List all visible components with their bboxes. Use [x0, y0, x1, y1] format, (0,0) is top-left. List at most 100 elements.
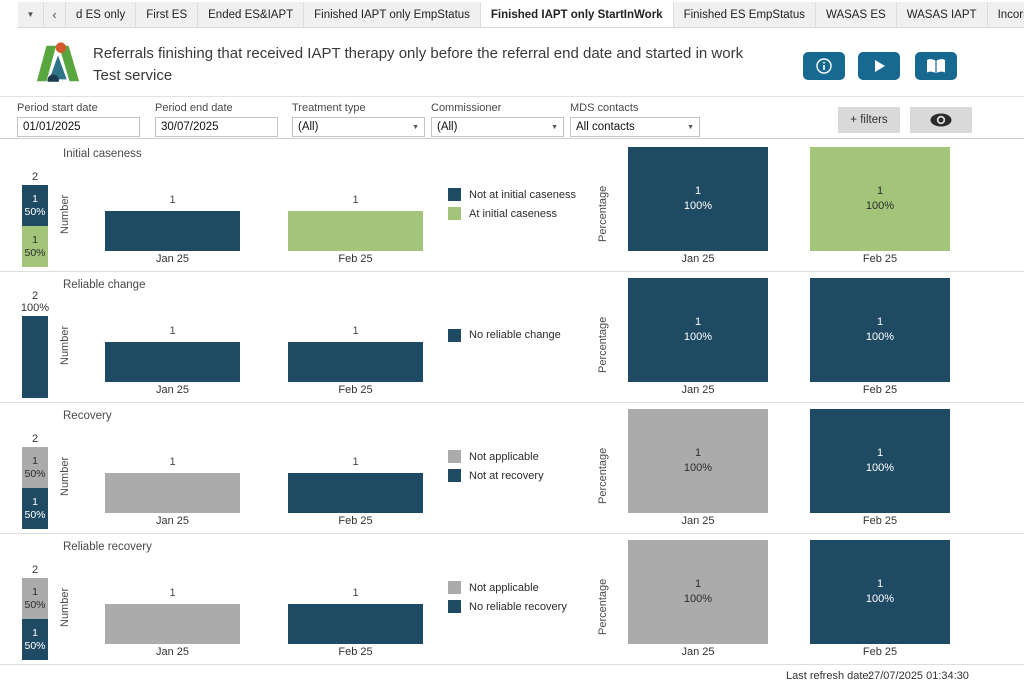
tab-item[interactable]: d ES only: [66, 2, 137, 27]
percentage-bar[interactable]: 1 100%: [628, 540, 768, 644]
tab-item[interactable]: Finished IAPT only EmpStatus: [304, 2, 481, 27]
filter-label: Period end date: [155, 102, 233, 114]
chart-row-reliable-change: Reliable change 2 100% Number 1 1 Jan 25…: [0, 272, 1024, 403]
x-axis-tick-label: Feb 25: [338, 253, 373, 265]
tab-item[interactable]: Incorrectly labe: [988, 2, 1024, 27]
number-bar[interactable]: [288, 604, 423, 644]
selected-value: (All): [298, 121, 319, 133]
bar-segment[interactable]: 1 50%: [22, 185, 48, 226]
bar-segment[interactable]: 1 50%: [22, 488, 48, 529]
x-axis-tick-label: Jan 25: [681, 646, 715, 658]
tab-item[interactable]: Finished IAPT only StartInWork: [480, 2, 674, 27]
filter-label: Period start date: [17, 102, 98, 114]
bar-value: 1: [694, 578, 702, 591]
y-axis-label-percentage: Percentage: [597, 447, 609, 505]
guide-button[interactable]: [915, 52, 957, 80]
bar-value-label: 1: [169, 325, 176, 337]
chart-title: Reliable recovery: [63, 541, 152, 553]
info-button[interactable]: [803, 52, 845, 80]
filter-label: Commissioner: [431, 102, 502, 114]
chart-row-recovery: Recovery 2 1 50% 1 50% Number 1 1: [0, 403, 1024, 534]
summary-stacked-bar: 2 1 50% 1 50%: [10, 403, 60, 529]
segment-value: 1: [32, 495, 38, 508]
last-refresh-label: Last refresh date:: [786, 670, 872, 682]
percentage-bar[interactable]: 1 100%: [810, 409, 950, 513]
percentage-bar[interactable]: 1 100%: [810, 540, 950, 644]
period-end-input[interactable]: 30/07/2025: [155, 117, 278, 137]
bar-segment[interactable]: 1 50%: [22, 578, 48, 619]
number-bar[interactable]: [288, 211, 423, 251]
segment-pct: 50%: [24, 639, 46, 652]
legend-label: Not applicable: [469, 581, 539, 594]
commissioner-select[interactable]: (All) ▼: [431, 117, 564, 137]
segment-pct: 50%: [24, 467, 46, 480]
legend: No reliable change: [448, 272, 613, 398]
mds-contacts-select[interactable]: All contacts ▼: [570, 117, 700, 137]
page-title-line2: Test service: [93, 66, 173, 84]
period-start-input[interactable]: 01/01/2025: [17, 117, 140, 137]
visibility-button[interactable]: [910, 107, 972, 133]
number-bar[interactable]: [105, 604, 240, 644]
legend-label: At initial caseness: [469, 207, 558, 220]
bar-value: 1: [876, 447, 884, 460]
number-bar[interactable]: [105, 211, 240, 251]
legend-item[interactable]: No reliable recovery: [448, 600, 613, 613]
x-axis-tick-label: Jan 25: [681, 384, 715, 396]
number-bar[interactable]: [288, 473, 423, 513]
percentage-bar[interactable]: 1 100%: [628, 147, 768, 251]
tab-item[interactable]: WASAS ES: [816, 2, 897, 27]
percentage-bar[interactable]: 1 100%: [628, 278, 768, 382]
chart-title: Reliable change: [63, 279, 146, 291]
segment-pct: 50%: [24, 205, 46, 218]
x-axis-tick-label: Feb 25: [862, 515, 898, 527]
treatment-type-select[interactable]: (All) ▼: [292, 117, 425, 137]
y-axis-label-number: Number: [59, 194, 71, 234]
tab-item[interactable]: Finished ES EmpStatus: [674, 2, 817, 27]
bar-value-label: 1: [352, 456, 359, 468]
tab-list-dropdown-caret-icon[interactable]: ▼: [18, 2, 44, 27]
bar-segment[interactable]: 1 50%: [22, 447, 48, 488]
legend-item[interactable]: Not applicable: [448, 581, 613, 594]
filter-period-end: Period end date 30/07/2025: [155, 102, 278, 137]
chart-title: Initial caseness: [63, 148, 142, 160]
x-axis-tick-label: Jan 25: [681, 253, 715, 265]
percentage-bar[interactable]: 1 100%: [628, 409, 768, 513]
legend-item[interactable]: Not applicable: [448, 450, 613, 463]
legend-item[interactable]: Not at initial caseness: [448, 188, 613, 201]
y-axis-label-number: Number: [59, 325, 71, 365]
tab-scroll-left-icon[interactable]: ‹: [44, 2, 66, 27]
percentage-bar[interactable]: 1 100%: [810, 147, 950, 251]
tab-item[interactable]: WASAS IAPT: [897, 2, 988, 27]
bar-value: 1: [694, 447, 702, 460]
stacked-bar: 1 50% 1 50%: [22, 578, 48, 660]
summary-above-label: 100%: [20, 302, 50, 314]
bar-value: 1: [876, 316, 884, 329]
tab-item[interactable]: Ended ES&IAPT: [198, 2, 305, 27]
bar-value: 1: [876, 578, 884, 591]
bar-pct: 100%: [683, 462, 713, 474]
add-filters-button[interactable]: + filters: [838, 107, 900, 133]
legend-item[interactable]: No reliable change: [448, 328, 613, 342]
play-icon: [875, 60, 885, 72]
bar-segment[interactable]: 1 50%: [22, 619, 48, 660]
legend-swatch: [448, 469, 461, 482]
number-bar[interactable]: [105, 473, 240, 513]
bar-pct: 100%: [865, 593, 895, 605]
x-axis-tick-label: Feb 25: [338, 515, 373, 527]
x-axis-tick-label: Jan 25: [155, 646, 190, 658]
filter-commissioner: Commissioner (All) ▼: [431, 102, 564, 137]
legend-swatch: [448, 450, 461, 463]
bar-segment[interactable]: [22, 316, 48, 398]
tab-item[interactable]: First ES: [136, 2, 199, 27]
number-bar[interactable]: [105, 342, 240, 382]
number-bar[interactable]: [288, 342, 423, 382]
app-logo: [34, 42, 82, 88]
bar-segment[interactable]: 1 50%: [22, 226, 48, 267]
play-button[interactable]: [858, 52, 900, 80]
legend-item[interactable]: Not at recovery: [448, 469, 613, 482]
legend-item[interactable]: At initial caseness: [448, 207, 613, 220]
filter-mds-contacts: MDS contacts All contacts ▼: [570, 102, 700, 137]
percentage-bar[interactable]: 1 100%: [810, 278, 950, 382]
summary-stacked-bar: 2 1 50% 1 50%: [10, 534, 60, 660]
